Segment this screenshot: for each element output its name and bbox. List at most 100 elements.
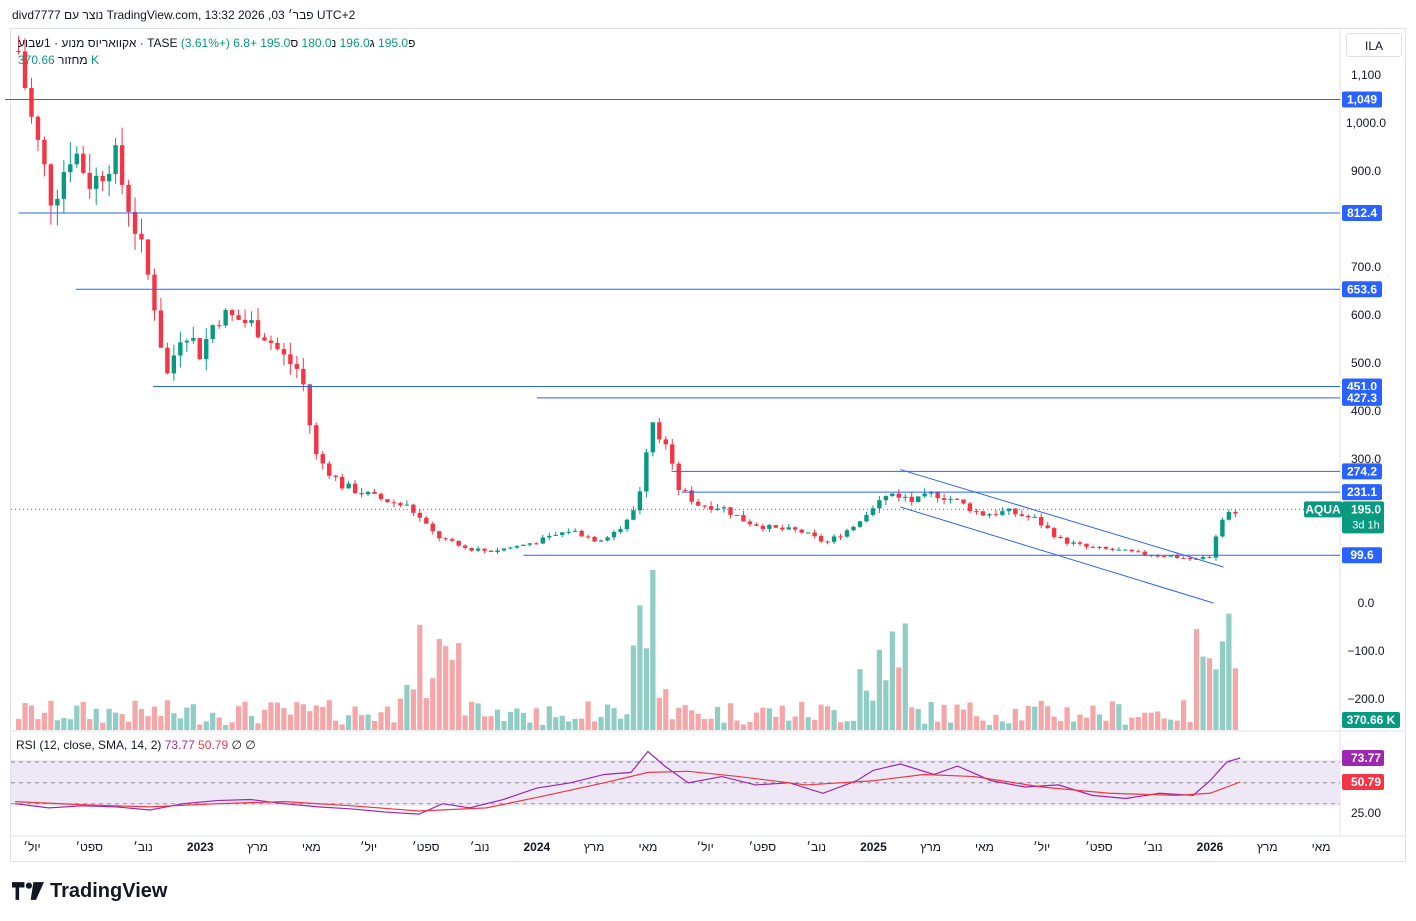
- candle-body: [1155, 555, 1160, 557]
- candle-body: [1142, 551, 1147, 556]
- open-label: פ: [408, 36, 416, 50]
- candle-body: [799, 529, 804, 533]
- volume-bar: [656, 697, 662, 730]
- currency-button[interactable]: ILA: [1346, 33, 1402, 57]
- price-tick-label: 400.0: [1351, 404, 1381, 418]
- volume-bar: [896, 667, 902, 730]
- volume-bar: [611, 708, 617, 730]
- volume-bar: [74, 705, 80, 730]
- level-price-badge: [1342, 205, 1382, 222]
- volume-bar: [190, 704, 196, 730]
- volume-bar: [320, 706, 326, 730]
- volume-bar: [1006, 723, 1012, 730]
- volume-bar: [294, 702, 300, 730]
- candle-body: [1233, 511, 1238, 514]
- volume-bar: [579, 718, 585, 730]
- volume-bar: [410, 689, 416, 730]
- volume-bar: [553, 717, 559, 730]
- candle-body: [339, 476, 345, 489]
- candle-body: [527, 543, 533, 545]
- candle-body: [372, 491, 377, 494]
- rsi-indicator-name[interactable]: RSI (12, close, SMA, 14, 2): [16, 738, 162, 752]
- volume-bar: [999, 721, 1005, 730]
- level-price-badge: [1342, 484, 1382, 501]
- volume-bar: [1077, 714, 1083, 730]
- candle-body: [385, 499, 390, 503]
- candle-body: [437, 531, 442, 539]
- candle-body: [55, 198, 60, 206]
- volume-bar: [773, 716, 779, 730]
- candle-body: [456, 540, 461, 546]
- candle-body: [1226, 511, 1232, 520]
- volume-bar: [779, 705, 785, 730]
- rsi-axis-badge: [1342, 750, 1384, 766]
- candle-body: [857, 521, 863, 527]
- volume-bar: [268, 702, 274, 730]
- volume-bar: [630, 645, 637, 730]
- candle-body: [1019, 514, 1024, 516]
- volume-bar: [1025, 705, 1031, 730]
- volume-bar: [365, 714, 371, 730]
- candle-body: [540, 537, 546, 544]
- volume-bar: [986, 724, 993, 730]
- candle-body: [1051, 528, 1057, 537]
- time-axis-label: נוב׳: [806, 840, 826, 854]
- volume-bar: [358, 715, 365, 730]
- volume-bar: [1142, 712, 1148, 730]
- candle-body: [579, 530, 584, 537]
- candle-body: [644, 452, 649, 492]
- volume-bar: [1058, 721, 1064, 730]
- candle-body: [204, 339, 209, 360]
- level-price-label: 1,049: [1347, 92, 1377, 106]
- symbol-name[interactable]: אקוואריוס מנוע · 1שבוע · TASE: [18, 36, 178, 50]
- candle-body: [695, 501, 701, 506]
- volume-bar: [80, 701, 86, 730]
- volume-bar: [928, 702, 934, 730]
- candle-body: [896, 493, 902, 498]
- candle-body: [767, 525, 772, 529]
- volume-bar: [391, 722, 397, 730]
- time-axis-label: מרץ: [247, 840, 268, 854]
- close-value: 195.0: [260, 36, 291, 50]
- volume-bar: [721, 722, 727, 730]
- symbol-legend: אקוואריוס מנוע · 1שבוע · TASE פ195.0 ג19…: [18, 35, 415, 69]
- volume-label: מחזור: [58, 53, 88, 67]
- close-label: ס: [290, 36, 299, 50]
- candle-body: [657, 422, 662, 440]
- candle-body: [1181, 557, 1186, 559]
- volume-bar: [967, 702, 973, 730]
- volume-bar: [106, 708, 112, 730]
- candle-body: [1000, 511, 1005, 515]
- volume-bar: [1135, 717, 1141, 730]
- tradingview-logo[interactable]: TradingView: [12, 879, 167, 903]
- candle-body: [916, 496, 921, 503]
- candle-body: [980, 511, 986, 516]
- time-axis-label: מאי: [302, 840, 321, 854]
- time-axis-label: מאי: [638, 840, 657, 854]
- volume-bar: [248, 716, 255, 730]
- chart-frame[interactable]: [10, 28, 1406, 862]
- volume-bar: [909, 707, 915, 730]
- volume-bar: [1193, 629, 1200, 730]
- candle-body: [398, 503, 403, 506]
- volume-bar: [650, 570, 656, 730]
- candle-body: [624, 519, 630, 530]
- volume-bar: [1219, 641, 1226, 730]
- candle-body: [1090, 546, 1096, 548]
- volume-bar: [941, 704, 947, 730]
- level-price-label: 427.3: [1347, 391, 1377, 405]
- volume-bar: [197, 724, 203, 730]
- volume-bar: [1090, 705, 1096, 730]
- volume-bar: [475, 703, 481, 730]
- candle-body: [605, 537, 610, 541]
- candle-body: [831, 536, 837, 542]
- price-tick-label: 1,100: [1351, 68, 1381, 82]
- volume-bar: [1064, 707, 1070, 730]
- candle-body: [1103, 546, 1109, 549]
- volume-bar: [417, 624, 423, 730]
- volume-bar: [1096, 714, 1103, 730]
- candle-body: [935, 492, 940, 499]
- candle-body: [870, 508, 876, 515]
- volume-bar: [313, 705, 319, 730]
